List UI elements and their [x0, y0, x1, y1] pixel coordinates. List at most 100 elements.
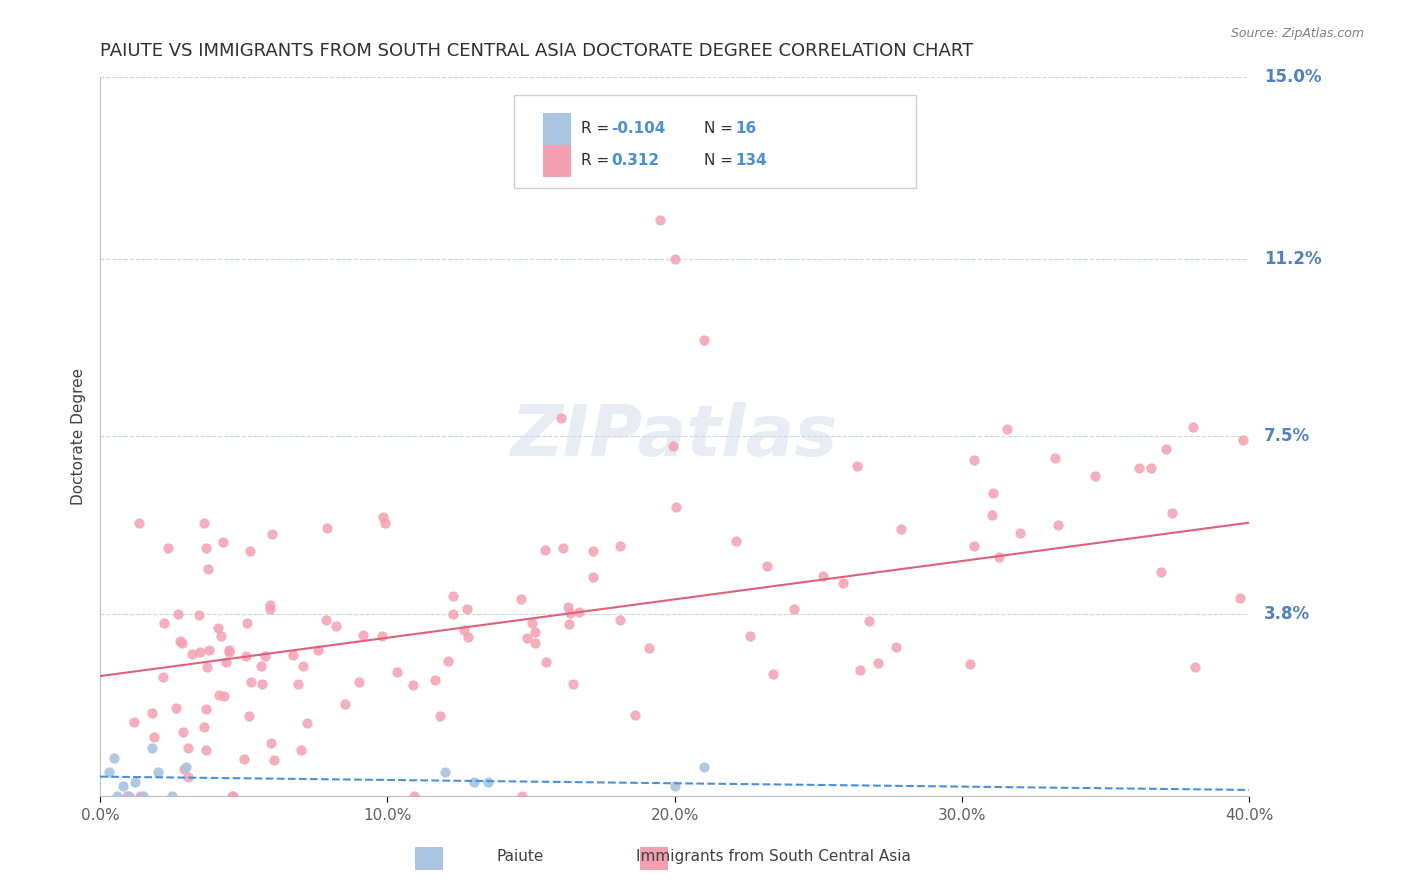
Text: 7.5%: 7.5% [1264, 427, 1310, 445]
Point [172, 725, 194, 739]
Point [207, 621, 229, 635]
Point [124, 714, 146, 729]
Point [221, 789, 243, 803]
Point [1140, 461, 1163, 475]
Point [207, 688, 229, 702]
Point [250, 677, 273, 691]
Text: R =: R = [581, 153, 613, 169]
Point [995, 422, 1018, 436]
Point [550, 410, 572, 425]
Point [457, 631, 479, 645]
Point [259, 601, 281, 615]
Point [1043, 450, 1066, 465]
Point [582, 544, 605, 558]
Point [193, 720, 215, 734]
Point [1161, 506, 1184, 520]
Point [429, 709, 451, 723]
Text: N =: N = [703, 121, 737, 136]
Point [233, 752, 256, 766]
Text: N =: N = [703, 153, 737, 169]
Point [756, 559, 779, 574]
Point [152, 615, 174, 630]
Point [516, 631, 538, 645]
Point [239, 544, 262, 558]
Point [981, 508, 1004, 523]
Point [402, 678, 425, 692]
Point [831, 575, 853, 590]
Point [195, 702, 218, 716]
Point [536, 656, 558, 670]
Text: 3.8%: 3.8% [1264, 605, 1310, 623]
Point [188, 607, 211, 622]
Text: -0.104: -0.104 [612, 121, 666, 136]
Point [292, 659, 315, 673]
Point [263, 753, 285, 767]
Point [198, 642, 221, 657]
Point [433, 764, 456, 779]
Point [173, 762, 195, 776]
Point [1046, 518, 1069, 533]
Point [209, 630, 232, 644]
Point [385, 665, 408, 679]
Point [562, 677, 585, 691]
Point [520, 616, 543, 631]
Point [235, 615, 257, 630]
Point [347, 675, 370, 690]
Point [141, 706, 163, 721]
Point [170, 636, 193, 650]
Point [762, 666, 785, 681]
Point [181, 647, 204, 661]
Text: 11.2%: 11.2% [1264, 250, 1322, 268]
Point [193, 516, 215, 531]
Point [890, 522, 912, 536]
Point [1150, 565, 1173, 579]
Point [117, 789, 139, 803]
Point [166, 607, 188, 622]
Point [177, 740, 200, 755]
Point [333, 697, 356, 711]
Point [609, 539, 631, 553]
Point [214, 689, 236, 703]
Point [177, 770, 200, 784]
Point [868, 656, 890, 670]
Point [551, 541, 574, 555]
Point [568, 605, 591, 619]
Point [1232, 433, 1254, 447]
Point [195, 743, 218, 757]
Point [477, 774, 499, 789]
Point [287, 677, 309, 691]
Point [1154, 442, 1177, 456]
Point [650, 213, 672, 227]
Point [218, 642, 240, 657]
Point [456, 602, 478, 616]
FancyBboxPatch shape [543, 145, 571, 178]
Point [152, 670, 174, 684]
Point [281, 648, 304, 662]
Point [142, 730, 165, 744]
Point [1182, 419, 1205, 434]
Point [124, 774, 146, 789]
Point [441, 589, 464, 603]
Text: Immigrants from South Central Asia: Immigrants from South Central Asia [636, 849, 911, 863]
Point [582, 570, 605, 584]
FancyBboxPatch shape [513, 95, 917, 188]
Point [146, 764, 169, 779]
Point [235, 649, 257, 664]
Point [295, 715, 318, 730]
Point [962, 453, 984, 467]
Point [609, 613, 631, 627]
Point [884, 640, 907, 655]
Point [260, 527, 283, 541]
Point [165, 701, 187, 715]
Point [160, 789, 183, 803]
Point [738, 629, 761, 643]
Point [402, 789, 425, 803]
Point [1084, 468, 1107, 483]
Point [692, 760, 714, 774]
Point [240, 675, 263, 690]
Point [1008, 525, 1031, 540]
Point [325, 619, 347, 633]
Point [105, 789, 128, 803]
Point [557, 599, 579, 614]
Point [194, 541, 217, 555]
